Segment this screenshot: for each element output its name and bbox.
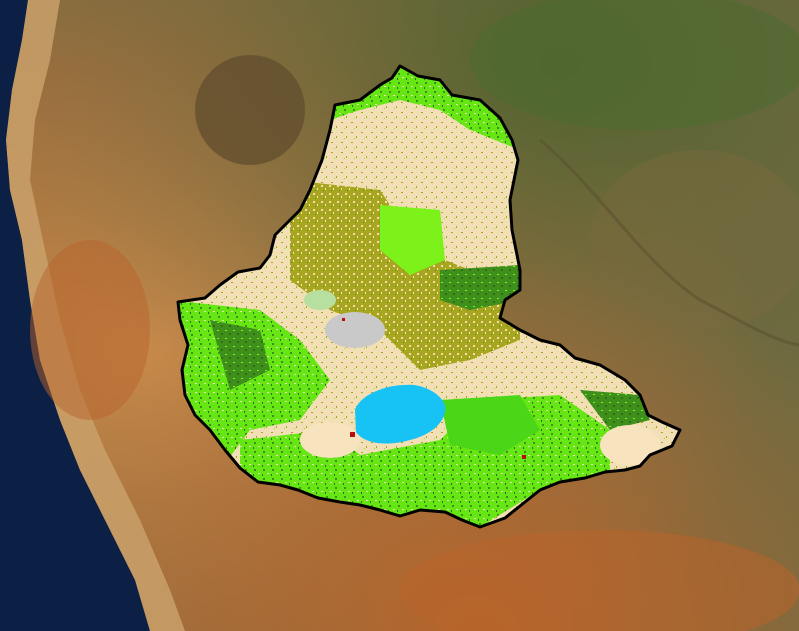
red-dunes-west bbox=[30, 240, 150, 420]
ocean bbox=[0, 0, 150, 631]
pan-east bbox=[590, 150, 799, 330]
dark-escarpment bbox=[195, 55, 305, 165]
red-dunes-south bbox=[400, 530, 799, 631]
river-channel bbox=[539, 138, 799, 347]
lake bbox=[355, 384, 446, 444]
green-north-east bbox=[470, 0, 799, 130]
basin-boundary[interactable] bbox=[176, 64, 682, 529]
